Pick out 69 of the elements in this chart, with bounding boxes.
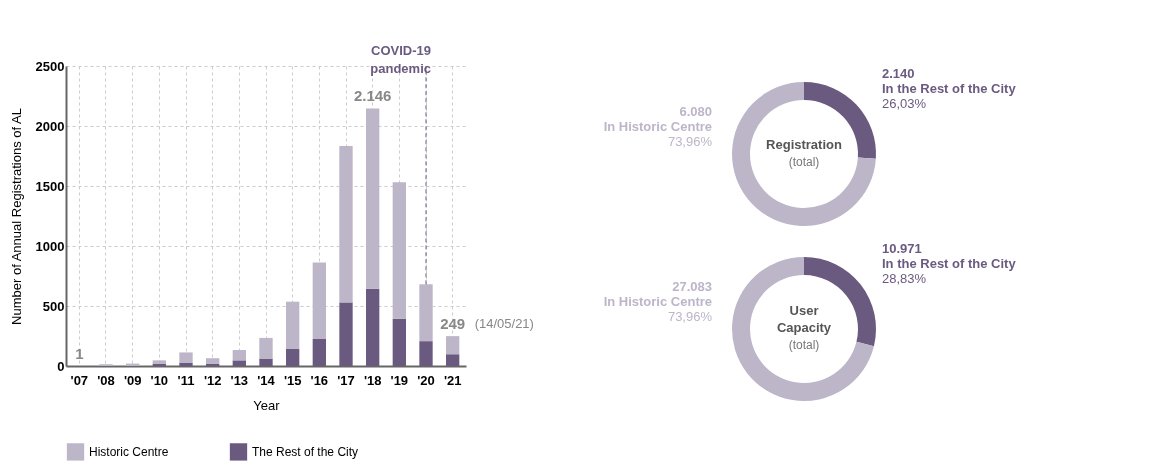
y-tick-label: 2500	[35, 58, 65, 74]
bar	[286, 348, 300, 366]
x-tick-label: '16	[310, 372, 329, 388]
x-tick-label: '13	[230, 372, 249, 388]
text: (total)	[788, 154, 820, 169]
donut-slice	[732, 82, 876, 226]
x-axis-title: Year	[253, 397, 281, 413]
bar	[419, 284, 433, 342]
x-tick-label: '08	[97, 372, 115, 388]
annotation: (14/05/21)	[474, 316, 534, 332]
text: 73,96%	[667, 309, 712, 324]
text: User Capacity	[776, 303, 832, 335]
x-tick-label: '09	[123, 372, 142, 388]
y-axis-title: Number of Annual Registrations of AL	[8, 108, 24, 325]
bar	[259, 337, 273, 359]
legend-label: The Rest of the City	[252, 444, 359, 459]
slice-label: In the Rest of the City	[882, 81, 1017, 96]
total-label: 1	[75, 344, 84, 362]
y-tick-label: 1000	[35, 238, 65, 254]
text: 73,96%	[667, 134, 712, 149]
bar	[232, 360, 246, 366]
bar	[392, 318, 406, 366]
bar	[366, 108, 380, 289]
bar	[232, 350, 246, 361]
bar	[392, 182, 406, 319]
data-label: 27.083	[672, 279, 712, 294]
legend-label: Historic Centre	[89, 444, 169, 459]
x-tick-label: '14	[257, 372, 276, 388]
x-tick-label: '17	[337, 372, 355, 388]
donut-slice	[732, 257, 874, 401]
data-label: 10.971	[882, 241, 922, 256]
text: (total)	[788, 338, 820, 352]
x-tick-label: '21	[443, 372, 462, 388]
slice-label: In Historic Centre	[603, 294, 712, 309]
text: 26,03%	[882, 96, 927, 111]
x-tick-label: '07	[70, 372, 89, 388]
x-tick-label: '15	[283, 372, 302, 388]
x-tick-label: '20	[417, 372, 435, 388]
y-tick-label: 0	[57, 358, 65, 374]
bar	[446, 354, 460, 366]
y-tick-label: 500	[42, 298, 65, 314]
bar	[339, 146, 353, 303]
x-tick-label: '19	[390, 372, 409, 388]
text: 28,83%	[882, 271, 927, 286]
bar	[179, 363, 193, 366]
bar	[179, 352, 193, 363]
bar	[419, 341, 433, 366]
bar	[366, 288, 380, 366]
bar	[259, 358, 273, 366]
x-tick-label: '18	[363, 372, 382, 388]
total-label: 249	[440, 315, 466, 333]
data-label: 2.140	[882, 66, 915, 81]
bar	[339, 302, 353, 366]
y-tick-label: 1500	[35, 178, 65, 194]
text: Registration	[766, 136, 842, 152]
bar	[446, 336, 460, 355]
bar	[312, 262, 326, 339]
slice-label: In the Rest of the City	[882, 256, 1017, 271]
ref-line-label: COVID-19 pandemic	[370, 43, 431, 76]
bar	[312, 339, 326, 366]
x-tick-label: '10	[150, 372, 169, 388]
bar	[286, 301, 300, 349]
x-tick-label: '12	[203, 372, 222, 388]
slice-label: In Historic Centre	[603, 119, 712, 134]
data-label: 6.080	[679, 104, 712, 119]
x-tick-label: '11	[177, 372, 195, 388]
total-label: 2.146	[353, 87, 392, 105]
bar	[206, 358, 220, 364]
y-tick-label: 2000	[35, 118, 65, 134]
